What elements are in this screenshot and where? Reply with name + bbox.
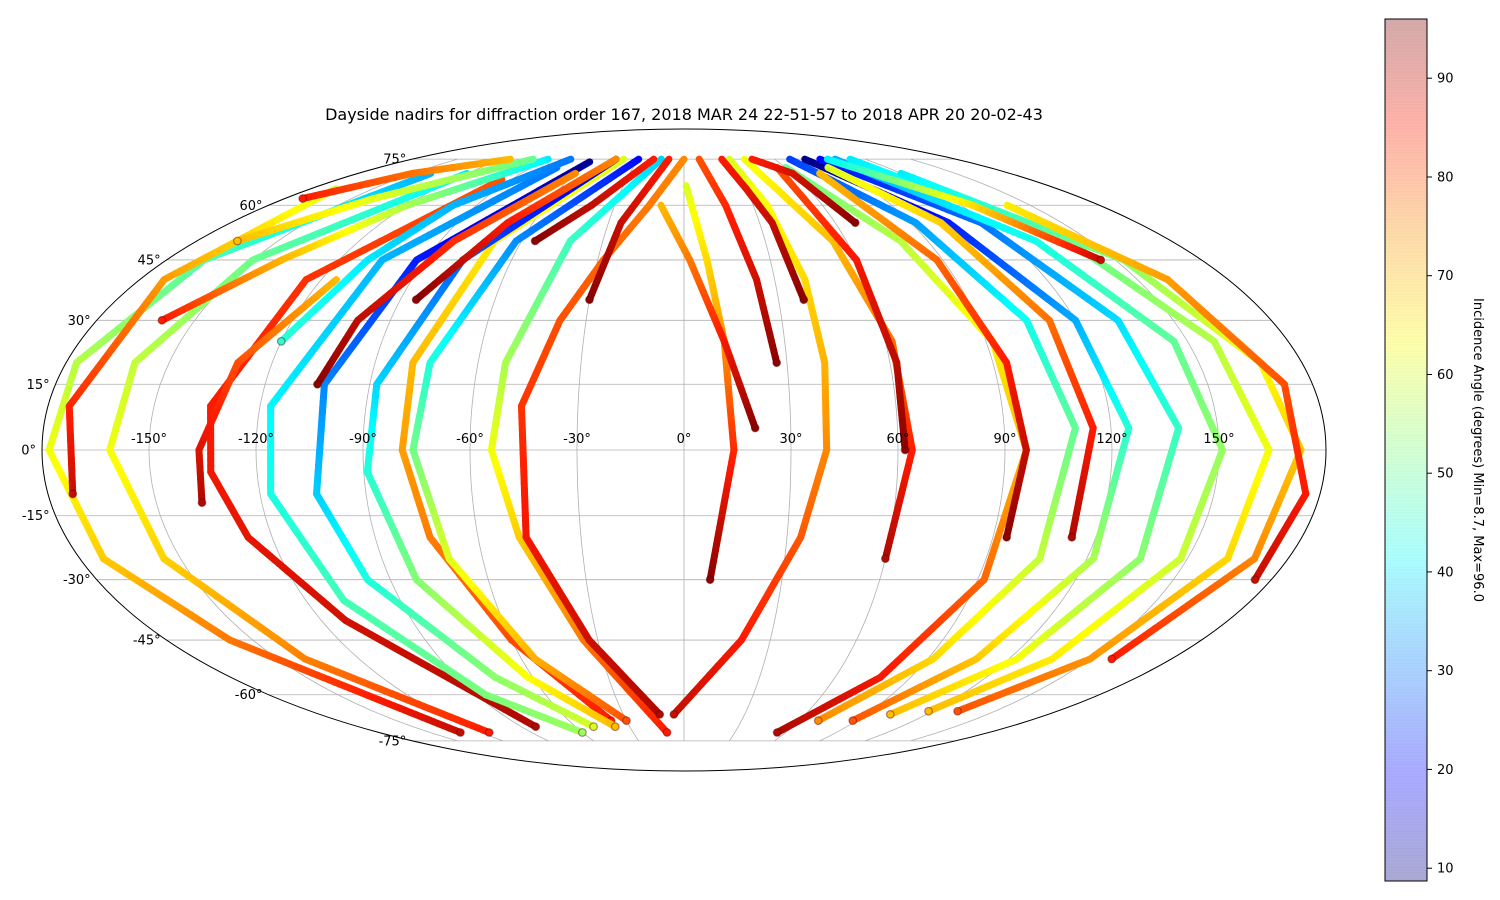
longitude-tick-label: -120° [238, 432, 274, 447]
track-end-point [880, 554, 890, 564]
track-end-point [705, 575, 715, 585]
track-end-point [772, 728, 782, 737]
colorbar-tick-label: 80 [1437, 171, 1454, 186]
latitude-tick-label: -75° [379, 734, 407, 749]
nadir-track [682, 182, 738, 585]
colorbar: 10 20 30 40 50 60 70 80 90 Incidence Angle (degr… [1384, 18, 1485, 882]
grid-meridian [255, 158, 504, 742]
track-end-point [1096, 255, 1106, 265]
longitude-tick-label: 90° [993, 432, 1016, 447]
longitude-tick-label: -60° [456, 432, 484, 447]
track-end-point [924, 706, 933, 716]
chart-title: Dayside nadirs for diffraction order 167… [325, 105, 1043, 124]
nadir-track [517, 155, 688, 719]
nadir-track [195, 276, 340, 508]
nadir-tracks [45, 155, 1310, 737]
longitude-tick-label: 150° [1203, 432, 1234, 447]
latitude-tick-label: 0° [21, 444, 36, 459]
track-end-point [411, 295, 421, 305]
colorbar-tick-label: 10 [1437, 862, 1454, 877]
latitude-tick-label: 15° [27, 378, 50, 393]
track-end-point [799, 295, 809, 305]
track-end-point [484, 728, 494, 737]
longitude-tick-label: -30° [563, 432, 591, 447]
colorbar-label: Incidence Angle (degrees) Min=8.7, Max=9… [1470, 298, 1485, 602]
track-end-point [850, 218, 860, 228]
track-end-point [900, 445, 910, 455]
nadir-track [207, 175, 541, 732]
track-end-point [313, 379, 322, 389]
track-end-point [456, 728, 465, 737]
colorbar-bands [1385, 20, 1427, 880]
track-end-point [232, 236, 242, 246]
latitude-tick-label: -30° [63, 573, 91, 588]
colorbar-tick-label: 30 [1437, 664, 1454, 679]
longitude-tick-label: 30° [779, 432, 802, 447]
track-end-point [848, 716, 858, 726]
latitude-tick-label: -60° [235, 688, 263, 703]
nadir-track [657, 201, 760, 433]
nadir-track [313, 158, 598, 732]
latitude-tick-label: 60° [239, 199, 262, 214]
longitude-tick-label: -90° [349, 432, 377, 447]
longitude-tick-label: 120° [1096, 432, 1127, 447]
track-end-point [662, 728, 672, 737]
track-end-point [1067, 532, 1077, 542]
track-end-point [197, 498, 207, 508]
track-end-point [68, 489, 78, 499]
colorbar-tick-label: 60 [1437, 368, 1454, 383]
latitude-tick-label: 30° [68, 314, 91, 329]
track-end-point [577, 728, 587, 737]
track-end-point [655, 710, 665, 719]
track-end-point [531, 722, 541, 732]
grid-meridian [774, 158, 899, 742]
track-end-point [157, 315, 167, 325]
track-end-point [953, 706, 962, 716]
nadir-track [669, 155, 831, 719]
grid-meridian [728, 158, 792, 742]
track-end-point [669, 710, 679, 719]
latitude-tick-label: 75° [383, 153, 406, 168]
track-end-point [589, 722, 598, 732]
track-end-point [1002, 532, 1012, 542]
track-end-point [1107, 654, 1117, 664]
colorbar-tick-label: 50 [1437, 467, 1454, 482]
colorbar-tick-label: 90 [1437, 72, 1454, 87]
latitude-tick-label: -45° [133, 634, 161, 649]
track-end-point [298, 194, 308, 203]
nadir-track [695, 155, 782, 368]
track-end-point [530, 236, 540, 246]
nadir-track [267, 163, 587, 737]
colorbar-ticks: 10 20 30 40 50 60 70 80 90 [1427, 72, 1454, 877]
nadir-track [106, 169, 494, 737]
latitude-tick-label: 45° [138, 254, 161, 269]
longitude-tick-label: -150° [131, 432, 167, 447]
track-end-point [1250, 575, 1260, 585]
track-end-point [813, 716, 823, 726]
colorbar-tick-label: 20 [1437, 763, 1454, 778]
longitude-tick-label: 60° [886, 432, 909, 447]
nadir-track [409, 155, 643, 726]
track-end-point [885, 710, 895, 719]
grid-meridian [362, 158, 549, 742]
nadir-track [487, 155, 672, 737]
track-end-point [585, 295, 594, 305]
track-end-point [610, 722, 620, 732]
longitude-tick-label: 0° [677, 432, 692, 447]
track-end-point [772, 358, 782, 368]
colorbar-tick-label: 40 [1437, 565, 1454, 580]
track-end-point [276, 336, 286, 346]
colorbar-tick-label: 70 [1437, 269, 1454, 284]
track-end-point [750, 423, 760, 433]
track-end-point [622, 716, 631, 726]
latitude-tick-label: -15° [22, 509, 50, 524]
